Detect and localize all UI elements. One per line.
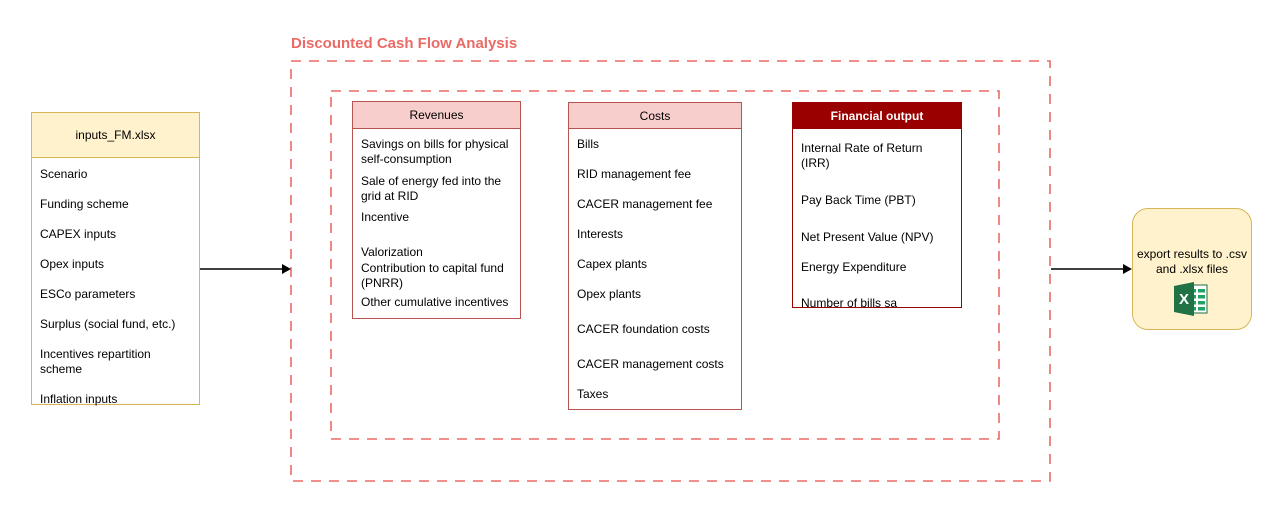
svg-text:X: X	[1179, 291, 1189, 308]
list-item: Opex inputs	[40, 257, 105, 271]
list-item: Other cumulative incentives	[361, 295, 509, 309]
dcf-outer-boundary	[290, 60, 1051, 482]
revenues-box: Revenues Savings on bills for physical s…	[352, 101, 521, 319]
list-item: Incentive	[361, 210, 410, 224]
list-item: Energy Expenditure	[801, 260, 907, 274]
list-item: Taxes	[577, 387, 609, 401]
list-item: CAPEX inputs	[40, 227, 117, 241]
financial-output-box: Financial output Internal Rate of Return…	[792, 102, 962, 311]
list-item: Number of bills sa	[801, 296, 898, 310]
arrow-inputs-to-dcf	[200, 264, 291, 274]
revenues-box-list: Savings on bills for physical self-consu…	[353, 129, 520, 310]
export-results-label: export results to .csv and .xlsx files	[1136, 247, 1248, 276]
list-item: Sale of energy fed into the grid at RID	[361, 174, 502, 203]
list-item: Savings on bills for physical self-consu…	[361, 137, 509, 166]
list-item: Capex plants	[577, 257, 648, 271]
list-item: CACER management costs	[577, 357, 724, 371]
list-item: Interests	[577, 227, 624, 241]
list-item: Internal Rate of Return (IRR)	[801, 141, 923, 170]
list-item: Net Present Value (NPV)	[801, 230, 934, 244]
inputs-box: inputs_FM.xlsx Scenario Funding scheme C…	[31, 112, 200, 407]
dcf-group-title: Discounted Cash Flow Analysis	[291, 35, 518, 52]
excel-icon: X	[1174, 282, 1208, 316]
list-item: Inflation inputs	[40, 392, 118, 406]
financial-output-box-title: Financial output	[793, 103, 961, 129]
costs-box: Costs Bills RID management fee CACER man…	[568, 102, 742, 410]
list-item: Valorization	[361, 245, 423, 259]
list-item: CACER foundation costs	[577, 322, 710, 336]
arrow-dcf-to-export	[1051, 264, 1132, 274]
list-item: ESCo parameters	[40, 287, 136, 301]
list-item: Opex plants	[577, 287, 642, 301]
list-item: Incentives repartition scheme	[40, 347, 151, 376]
financial-output-box-list: Internal Rate of Return (IRR) Pay Back T…	[793, 129, 961, 311]
costs-box-list: Bills RID management fee CACER managemen…	[569, 129, 741, 402]
list-item: Pay Back Time (PBT)	[801, 193, 916, 207]
list-item: Funding scheme	[40, 197, 129, 211]
list-item: Contribution to capital fund (PNRR)	[361, 261, 504, 290]
list-item: CACER management fee	[577, 197, 713, 211]
inputs-box-list: Scenario Funding scheme CAPEX inputs Ope…	[32, 158, 199, 407]
inputs-box-title: inputs_FM.xlsx	[32, 113, 199, 158]
list-item: Bills	[577, 137, 600, 151]
list-item: Scenario	[40, 167, 88, 181]
list-item: Surplus (social fund, etc.)	[40, 317, 176, 331]
revenues-box-title: Revenues	[353, 102, 520, 129]
export-results-box: export results to .csv and .xlsx files X	[1132, 208, 1252, 330]
list-item: RID management fee	[577, 167, 692, 181]
dcf-inner-boundary	[330, 90, 1000, 440]
costs-box-title: Costs	[569, 103, 741, 129]
